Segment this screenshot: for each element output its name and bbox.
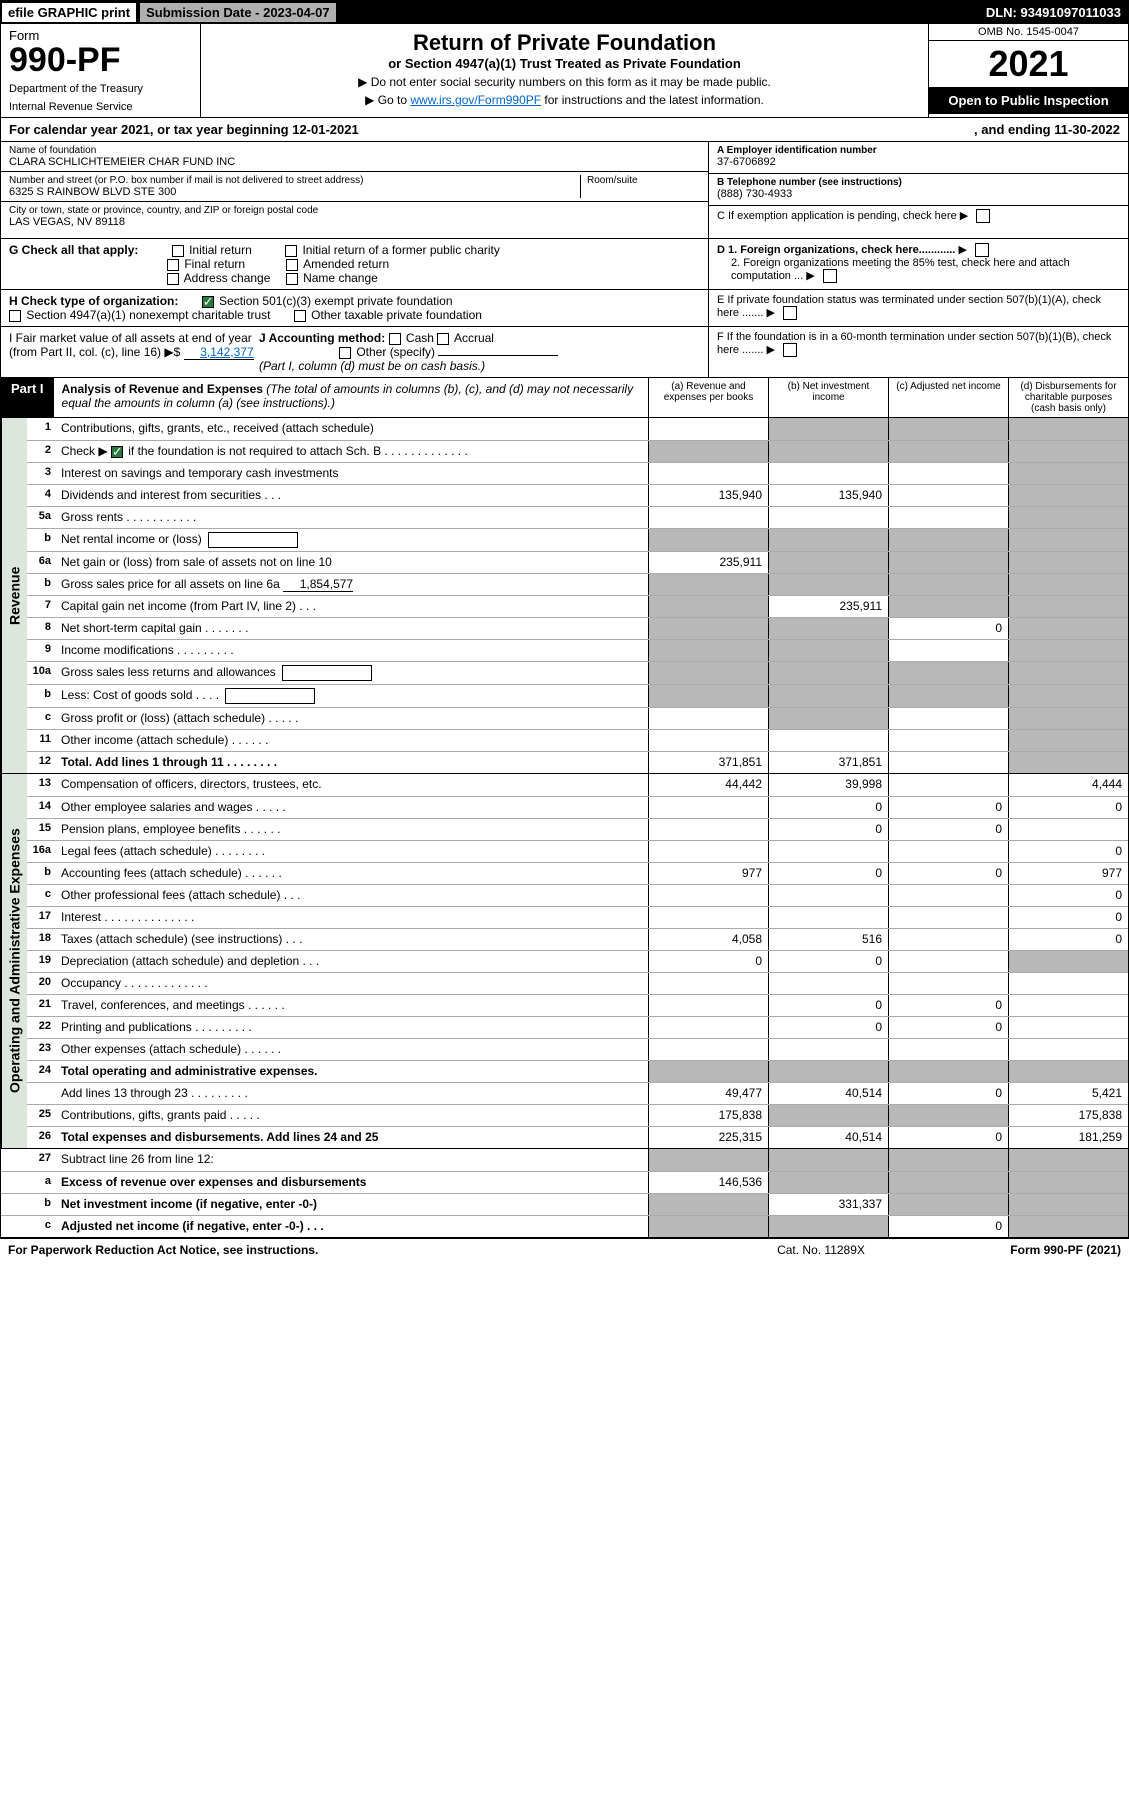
e-checkbox[interactable] (783, 306, 797, 320)
phone-cell: B Telephone number (see instructions) (8… (709, 174, 1128, 206)
l5b-box[interactable] (208, 532, 298, 548)
header-left: Form 990-PF Department of the Treasury I… (1, 24, 201, 117)
paperwork-notice: For Paperwork Reduction Act Notice, see … (8, 1243, 721, 1257)
form-title: Return of Private Foundation (209, 30, 920, 56)
ein-cell: A Employer identification number 37-6706… (709, 142, 1128, 174)
tax-year: 2021 (929, 41, 1128, 87)
city-cell: City or town, state or province, country… (1, 202, 708, 231)
d1-checkbox[interactable] (975, 243, 989, 257)
addr-cell: Number and street (or P.O. box number if… (1, 172, 708, 202)
g-name-checkbox[interactable] (286, 273, 298, 285)
info-right: A Employer identification number 37-6706… (708, 142, 1128, 238)
note-2: ▶ Go to www.irs.gov/Form990PF for instru… (209, 93, 920, 107)
g-amended-checkbox[interactable] (286, 259, 298, 271)
name-cell: Name of foundation CLARA SCHLICHTEMEIER … (1, 142, 708, 172)
ij-row: I Fair market value of all assets at end… (0, 327, 1129, 378)
ops-label: Operating and Administrative Expenses (1, 774, 27, 1148)
form-subtitle: or Section 4947(a)(1) Trust Treated as P… (209, 56, 920, 71)
e-cell: E If private foundation status was termi… (708, 290, 1128, 326)
col-a-header: (a) Revenue and expenses per books (648, 378, 768, 417)
j-cash-checkbox[interactable] (389, 333, 401, 345)
g-final-checkbox[interactable] (167, 259, 179, 271)
d2-checkbox[interactable] (823, 269, 837, 283)
h-501c3-checkbox[interactable] (202, 296, 214, 308)
info-left: Name of foundation CLARA SCHLICHTEMEIER … (1, 142, 708, 238)
g-row: G Check all that apply: Initial return I… (0, 239, 1129, 290)
note-1: ▶ Do not enter social security numbers o… (209, 75, 920, 89)
efile-badge: efile GRAPHIC print (2, 3, 136, 22)
l10a-box[interactable] (282, 665, 372, 681)
part1-table: Revenue 1Contributions, gifts, grants, e… (0, 418, 1129, 1238)
d-cell: D 1. Foreign organizations, check here..… (708, 239, 1128, 289)
col-c-header: (c) Adjusted net income (888, 378, 1008, 417)
part1-header: Part I Analysis of Revenue and Expenses … (0, 378, 1129, 418)
fmv-value[interactable]: 3,142,377 (184, 345, 254, 360)
col-b-header: (b) Net investment income (768, 378, 888, 417)
dln: DLN: 93491097011033 (986, 5, 1129, 20)
j-accrual-checkbox[interactable] (437, 333, 449, 345)
info-grid: Name of foundation CLARA SCHLICHTEMEIER … (0, 142, 1129, 239)
header-right: OMB No. 1545-0047 2021 Open to Public In… (928, 24, 1128, 117)
form-number: 990-PF (9, 43, 192, 77)
submission-date: Submission Date - 2023-04-07 (140, 3, 336, 22)
c-cell: C If exemption application is pending, c… (709, 206, 1128, 238)
l10b-box[interactable] (225, 688, 315, 704)
j-other-checkbox[interactable] (339, 347, 351, 359)
form-link[interactable]: www.irs.gov/Form990PF (410, 93, 541, 107)
f-checkbox[interactable] (783, 343, 797, 357)
dept: Department of the Treasury (9, 83, 192, 95)
page-footer: For Paperwork Reduction Act Notice, see … (0, 1238, 1129, 1261)
omb-number: OMB No. 1545-0047 (929, 24, 1128, 41)
h-other-checkbox[interactable] (294, 310, 306, 322)
h-row: H Check type of organization: Section 50… (0, 290, 1129, 327)
g-address-checkbox[interactable] (167, 273, 179, 285)
form-header: Form 990-PF Department of the Treasury I… (0, 24, 1129, 118)
g-initial-checkbox[interactable] (172, 245, 184, 257)
open-public-badge: Open to Public Inspection (929, 87, 1128, 114)
header-mid: Return of Private Foundation or Section … (201, 24, 928, 117)
part1-label: Part I (1, 378, 54, 417)
schb-checkbox[interactable] (111, 446, 123, 458)
form-ref: Form 990-PF (2021) (921, 1243, 1121, 1257)
f-cell: F If the foundation is in a 60-month ter… (708, 327, 1128, 377)
col-d-header: (d) Disbursements for charitable purpose… (1008, 378, 1128, 417)
cat-no: Cat. No. 11289X (721, 1243, 921, 1257)
calendar-year-row: For calendar year 2021, or tax year begi… (0, 118, 1129, 142)
revenue-label: Revenue (1, 418, 27, 773)
c-checkbox[interactable] (976, 209, 990, 223)
top-bar: efile GRAPHIC print Submission Date - 20… (0, 0, 1129, 24)
l6b-value: 1,854,577 (283, 577, 353, 592)
h-4947-checkbox[interactable] (9, 310, 21, 322)
irs: Internal Revenue Service (9, 101, 192, 113)
g-former-checkbox[interactable] (285, 245, 297, 257)
